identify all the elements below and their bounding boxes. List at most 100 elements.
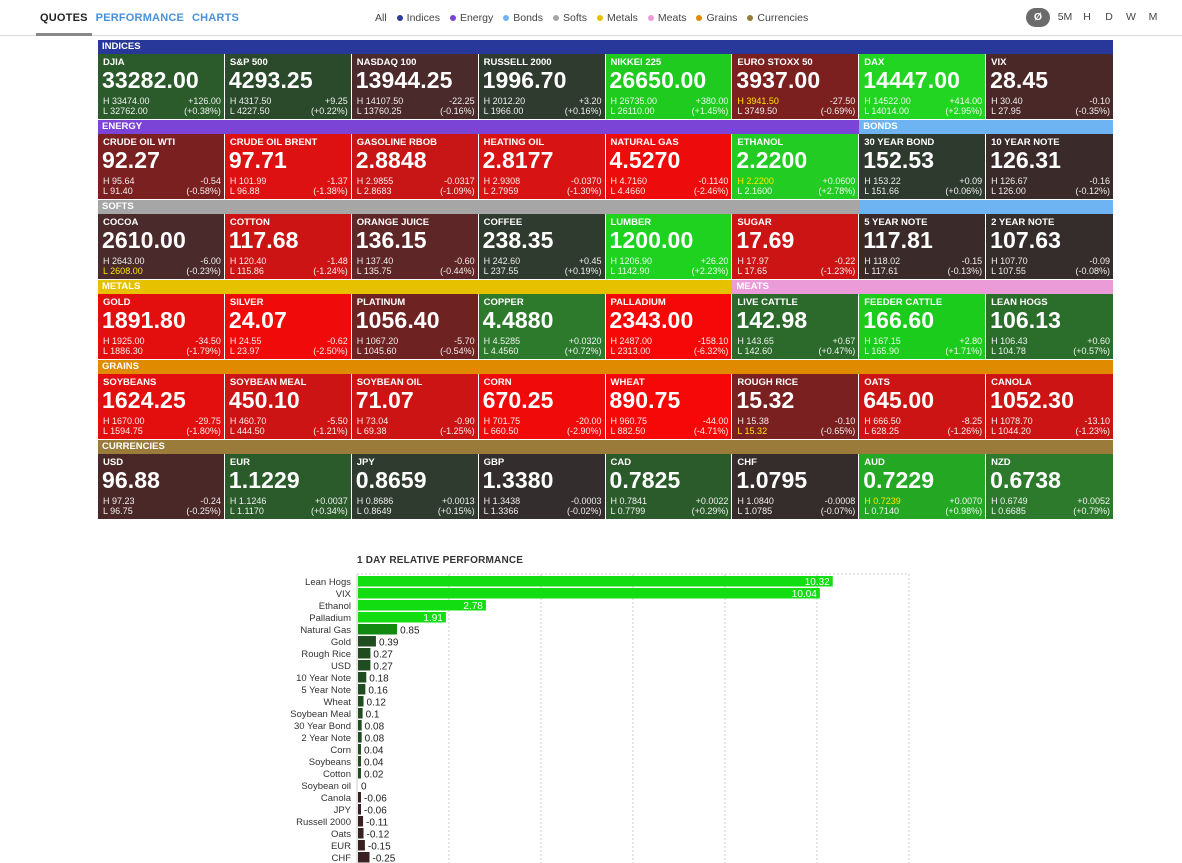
quote-tile-soybeans[interactable]: SOYBEANS 1624.25 H 1670.00 L 1594.75 -29.75(… bbox=[98, 374, 224, 439]
quote-name: CHF bbox=[737, 457, 757, 468]
quote-tile-dax[interactable]: DAX 14447.00 H 14522.00 L 14014.00 +414.00 (+… bbox=[859, 54, 986, 119]
quote-high: H 14107.50 bbox=[356, 96, 404, 106]
quote-tile-gasoline-rbob[interactable]: GASOLINE RBOB 2.8848 H 2.9855 L 2.8683 -0.03… bbox=[351, 134, 478, 199]
quote-low: L 2313.00 bbox=[610, 346, 651, 356]
quote-change: -27.50 bbox=[829, 96, 856, 106]
quote-tile-nikkei-225[interactable]: NIKKEI 225 26650.00 H 26735.00 L 26110.00 +3… bbox=[605, 54, 732, 119]
period-d[interactable]: D bbox=[1105, 11, 1113, 23]
quote-tile-live-cattle[interactable]: LIVE CATTLE 142.98 H 143.65 L 142.60 +0.67 (+… bbox=[732, 294, 859, 359]
filter-grains[interactable]: Grains bbox=[696, 12, 737, 24]
quote-tile-lumber[interactable]: LUMBER 1200.00 H 1206.90 L 1142.90 +26.20 (+2… bbox=[605, 214, 732, 279]
quote-price: 0.6738 bbox=[990, 467, 1062, 493]
quote-tile-crude-oil-brent[interactable]: CRUDE OIL BRENT 97.71 H 101.99 L 96.88 -1.37… bbox=[224, 134, 351, 199]
bar-value-label: 10.04 bbox=[792, 589, 817, 600]
tab-performance[interactable]: PERFORMANCE bbox=[95, 12, 185, 24]
filter-bonds[interactable]: Bonds bbox=[503, 12, 543, 24]
filter-currencies[interactable]: Currencies bbox=[747, 12, 808, 24]
quote-tile-eur[interactable]: EUR 1.1229 H 1.1246 L 1.1170 +0.0037 (+0.34%) bbox=[224, 454, 351, 519]
quote-tile-euro-stoxx-50[interactable]: EURO STOXX 50 3937.00 H 3941.50 L 3749.50 -2… bbox=[732, 54, 859, 119]
period-5m[interactable]: 5M bbox=[1057, 11, 1073, 23]
quote-tile-orange-juice[interactable]: ORANGE JUICE 136.15 H 137.40 L 135.75 -0.60(… bbox=[351, 214, 478, 279]
quote-tile-2-year-note[interactable]: 2 YEAR NOTE 107.63 H 107.70 L 107.55 -0.09 (-… bbox=[986, 214, 1113, 279]
quote-tile-nzd[interactable]: NZD 0.6738 H 0.6749 L 0.6685 +0.0052 (+0.79%) bbox=[986, 454, 1113, 519]
quote-name: FEEDER CATTLE bbox=[864, 297, 943, 308]
quote-percent-change: (-0.25%) bbox=[186, 506, 221, 516]
period-h[interactable]: H bbox=[1083, 11, 1091, 23]
quote-name: EURO STOXX 50 bbox=[737, 57, 813, 68]
quote-low: L 96.88 bbox=[229, 186, 260, 196]
quote-low: L 2.7959 bbox=[483, 186, 519, 196]
quote-tile-soybean-oil[interactable]: SOYBEAN OIL 71.07 H 73.04 L 69.38 -0.90 (-1.2… bbox=[351, 374, 478, 439]
category-filters: All Indices Energy Bonds Softs Metals Meats Gra… bbox=[375, 0, 818, 36]
section-header bbox=[859, 200, 1113, 214]
period-m[interactable]: M bbox=[1148, 11, 1158, 23]
section-header-grains: GRAINS bbox=[98, 360, 1113, 374]
quote-tile-5-year-note[interactable]: 5 YEAR NOTE 117.81 H 118.02 L 117.61 -0.15 (-… bbox=[859, 214, 986, 279]
filter-energy[interactable]: Energy bbox=[449, 12, 493, 24]
quote-low: L 1886.30 bbox=[103, 346, 143, 356]
period-w[interactable]: W bbox=[1126, 11, 1136, 23]
quote-tile-nasdaq-100[interactable]: NASDAQ 100 13944.25 H 14107.50 L 13760.25 -2… bbox=[351, 54, 478, 119]
quote-tile-platinum[interactable]: PLATINUM 1056.40 H 1067.20 L 1045.60 -5.70 (-… bbox=[351, 294, 478, 359]
filter-all[interactable]: All bbox=[375, 12, 387, 24]
performance-bar bbox=[358, 804, 361, 815]
quote-tile-usd[interactable]: USD 96.88 H 97.23 L 96.75 -0.24 (-0.25%) bbox=[98, 454, 224, 519]
quote-tile-cotton[interactable]: COTTON 117.68 H 120.40 L 115.86 -1.48 (-1.24%… bbox=[224, 214, 351, 279]
quote-tile-gbp[interactable]: GBP 1.3380 H 1.3438 L 1.3366 -0.0003 (-0.02%) bbox=[478, 454, 605, 519]
quote-tile-oats[interactable]: OATS 645.00 H 666.50 L 628.25 -8.25 (-1.26%) bbox=[859, 374, 986, 439]
quote-tile-30-year-bond[interactable]: 30 YEAR BOND 152.53 H 153.22 L 151.66 +0.09(… bbox=[859, 134, 986, 199]
quote-percent-change: (+0.47%) bbox=[818, 346, 856, 356]
section-header-row: SOFTS bbox=[98, 200, 1113, 214]
quote-price: 166.60 bbox=[863, 307, 935, 333]
quote-tile-coffee[interactable]: COFFEE 238.35 H 242.60 L 237.55 +0.45 (+0.19%… bbox=[478, 214, 605, 279]
quote-tile-sugar[interactable]: SUGAR 17.69 H 17.97 L 17.65 -0.22 (-1.23%) bbox=[732, 214, 859, 279]
quote-price: 670.25 bbox=[482, 387, 554, 413]
bar-value-label: -0.12 bbox=[367, 830, 390, 841]
quote-tile-jpy[interactable]: JPY 0.8659 H 0.8686 L 0.8649 +0.0013 (+0.15%) bbox=[351, 454, 478, 519]
quote-low: L 3749.50 bbox=[737, 106, 778, 116]
quote-change: -0.0008 bbox=[824, 496, 856, 506]
quote-low: L 237.55 bbox=[483, 266, 519, 276]
quote-tile-palladium[interactable]: PALLADIUM 2343.00 H 2487.00 L 2313.00 -158.1… bbox=[605, 294, 732, 359]
quote-tile-natural-gas[interactable]: NATURAL GAS 4.5270 H 4.7160 L 4.4660 -0.1140… bbox=[605, 134, 732, 199]
quote-tile-sandp-500[interactable]: S&P 500 4293.25 H 4317.50 L 4227.50 +9.25 (+0… bbox=[224, 54, 351, 119]
quote-tile-crude-oil-wti[interactable]: CRUDE OIL WTI 92.27 H 95.64 L 91.40 -0.54 (-0… bbox=[98, 134, 224, 199]
quote-tile-vix[interactable]: VIX 28.45 H 30.40 L 27.95 -0.10 (-0.35%) bbox=[986, 54, 1113, 119]
quote-tile-ethanol[interactable]: ETHANOL 2.2200 H 2.2200 L 2.1600 +0.0600 (+2.… bbox=[732, 134, 859, 199]
quote-tile-copper[interactable]: COPPER 4.4880 H 4.5285 L 4.4560 +0.0320 (+0.7… bbox=[478, 294, 605, 359]
quote-tile-wheat[interactable]: WHEAT 890.75 H 960.75 L 882.50 -44.00 (-4.71%… bbox=[605, 374, 732, 439]
tab-quotes[interactable]: QUOTES bbox=[36, 0, 92, 36]
quote-percent-change: (+2.95%) bbox=[945, 106, 983, 116]
quote-tile-cocoa[interactable]: COCOA 2610.00 H 2643.00 L 2608.00 -6.00 (-0.2… bbox=[98, 214, 224, 279]
quote-tile-cad[interactable]: CAD 0.7825 H 0.7841 L 0.7799 +0.0022 (+0.29%) bbox=[605, 454, 732, 519]
quote-tile-canola[interactable]: CANOLA 1052.30 H 1078.70 L 1044.20 -13.10 (-1… bbox=[986, 374, 1113, 439]
bar-category-label: Natural Gas bbox=[300, 625, 351, 636]
quote-tile-chf[interactable]: CHF 1.0795 H 1.0840 L 1.0785 -0.0008 (-0.07%) bbox=[732, 454, 859, 519]
quote-change: +9.25 bbox=[324, 96, 348, 106]
quote-change: +126.00 bbox=[188, 96, 221, 106]
quote-tile-silver[interactable]: SILVER 24.07 H 24.55 L 23.97 -0.62 (-2.50%) bbox=[224, 294, 351, 359]
filter-metals[interactable]: Metals bbox=[596, 12, 638, 24]
quote-tile-corn[interactable]: CORN 670.25 H 701.75 L 660.50 -20.00 (-2.90%) bbox=[478, 374, 605, 439]
quote-tile-rough-rice[interactable]: ROUGH RICE 15.32 H 15.38 L 15.32 -0.10 (-0.65… bbox=[732, 374, 859, 439]
filter-softs[interactable]: Softs bbox=[553, 12, 587, 24]
quote-percent-change: (-0.69%) bbox=[820, 106, 856, 116]
quote-tile-russell-2000[interactable]: RUSSELL 2000 1996.70 H 2012.20 L 1966.00 +3.… bbox=[478, 54, 605, 119]
quote-change: +0.45 bbox=[578, 256, 602, 266]
quote-tile-10-year-note[interactable]: 10 YEAR NOTE 126.31 H 126.67 L 126.00 -0.16(… bbox=[986, 134, 1113, 199]
quote-tile-soybean-meal[interactable]: SOYBEAN MEAL 450.10 H 460.70 L 444.50 -5.50(… bbox=[224, 374, 351, 439]
quote-percent-change: (-0.54%) bbox=[440, 346, 475, 356]
quote-low: L 13760.25 bbox=[356, 106, 402, 116]
quote-tile-djia[interactable]: DJIA 33282.00 H 33474.00 L 32762.00 +126.00(… bbox=[98, 54, 224, 119]
tab-charts[interactable]: CHARTS bbox=[192, 12, 240, 24]
quote-tile-gold[interactable]: GOLD 1891.80 H 1925.00 L 1886.30 -34.50 (-1.7… bbox=[98, 294, 224, 359]
filter-indices[interactable]: Indices bbox=[396, 12, 440, 24]
quote-low: L 14014.00 bbox=[864, 106, 909, 116]
quote-tile-feeder-cattle[interactable]: FEEDER CATTLE 166.60 H 167.15 L 165.90 +2.80… bbox=[859, 294, 986, 359]
period-all[interactable]: Ø bbox=[1026, 8, 1050, 27]
filter-meats[interactable]: Meats bbox=[647, 12, 686, 24]
quote-tile-aud[interactable]: AUD 0.7229 H 0.7239 L 0.7140 +0.0070 (+0.98%) bbox=[859, 454, 986, 519]
quote-tile-heating-oil[interactable]: HEATING OIL 2.8177 H 2.9308 L 2.7959 -0.0370… bbox=[478, 134, 605, 199]
quote-name: PLATINUM bbox=[356, 297, 406, 308]
quote-tile-lean-hogs[interactable]: LEAN HOGS 106.13 H 106.43 L 104.78 +0.60 (+0.… bbox=[986, 294, 1113, 359]
